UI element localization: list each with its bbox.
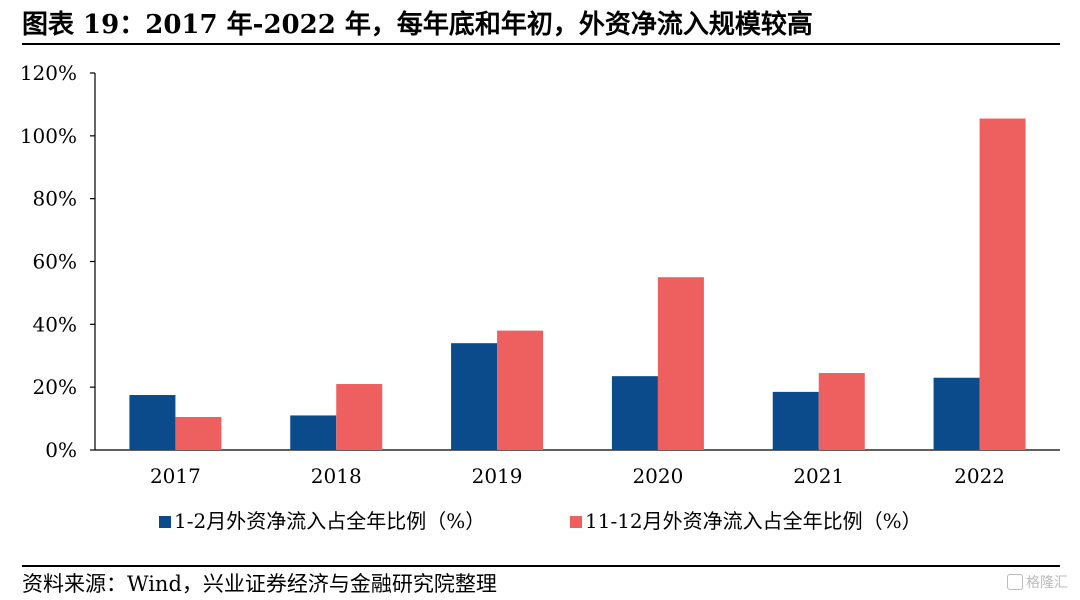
title-rule <box>22 43 1060 45</box>
y-tick-label: 40% <box>33 312 77 336</box>
y-tick-label: 20% <box>33 375 77 399</box>
legend-swatch-series-2 <box>570 516 582 528</box>
y-tick-label: 60% <box>33 250 77 274</box>
bar-2017-series-2 <box>175 417 222 450</box>
bar-2022-series-2 <box>979 118 1026 450</box>
legend-label-series-2: 11-12月外资净流入占全年比例（%） <box>585 509 922 533</box>
x-tick-label: 2020 <box>632 464 683 488</box>
bar-2018-series-1 <box>290 415 337 450</box>
source-note: 资料来源：Wind，兴业证券经济与金融研究院整理 <box>22 572 497 596</box>
legend-swatch-series-1 <box>159 516 171 528</box>
bar-2019-series-1 <box>451 343 498 450</box>
bar-2020-series-2 <box>657 277 704 450</box>
bar-2020-series-1 <box>611 376 658 450</box>
legend-label-series-1: 1-2月外资净流入占全年比例（%） <box>174 509 485 533</box>
y-tick-label: 120% <box>20 61 77 85</box>
x-tick-label: 2018 <box>311 464 362 488</box>
bar-2019-series-2 <box>497 330 544 450</box>
y-tick-label: 100% <box>20 124 77 148</box>
watermark: 格隆汇 <box>1007 572 1068 592</box>
x-tick-label: 2022 <box>954 464 1005 488</box>
y-tick-label: 80% <box>33 187 77 211</box>
bar-2021-series-2 <box>818 373 865 450</box>
x-tick-label: 2017 <box>150 464 201 488</box>
bar-2021-series-1 <box>772 391 819 450</box>
chart-title: 图表 19：2017 年-2022 年，每年底和年初，外资净流入规模较高 <box>22 10 813 40</box>
bar-2022-series-1 <box>933 377 980 450</box>
source-rule <box>22 565 1060 567</box>
y-tick-label: 0% <box>45 438 77 462</box>
bar-2017-series-1 <box>129 395 176 450</box>
bar-chart: 0% 20% 40% 60% 80% 100% 120% 2017 2018 2019 2020 20… <box>20 61 1060 533</box>
watermark-text: 格隆汇 <box>1026 575 1068 591</box>
bar-2018-series-2 <box>336 384 383 450</box>
x-tick-label: 2021 <box>793 464 844 488</box>
watermark-logo-icon <box>1007 574 1023 590</box>
x-tick-label: 2019 <box>472 464 523 488</box>
